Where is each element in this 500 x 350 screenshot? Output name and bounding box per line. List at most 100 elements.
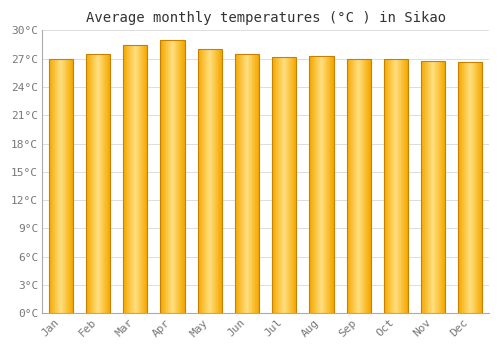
Bar — [256, 54, 258, 313]
Bar — [442, 61, 444, 313]
Bar — [476, 62, 477, 313]
Bar — [272, 57, 296, 313]
Bar — [472, 62, 473, 313]
Bar — [89, 54, 90, 313]
Bar — [199, 49, 200, 313]
Bar — [219, 49, 220, 313]
Bar — [347, 59, 348, 313]
Bar — [351, 59, 352, 313]
Bar — [200, 49, 201, 313]
Bar — [91, 54, 92, 313]
Bar — [87, 54, 88, 313]
Bar — [441, 61, 442, 313]
Bar — [134, 44, 136, 313]
Bar — [440, 61, 441, 313]
Bar — [422, 61, 423, 313]
Bar — [88, 54, 89, 313]
Bar — [62, 59, 64, 313]
Bar — [251, 54, 252, 313]
Bar — [162, 40, 163, 313]
Bar — [421, 61, 445, 313]
Title: Average monthly temperatures (°C ) in Sikao: Average monthly temperatures (°C ) in Si… — [86, 11, 446, 25]
Bar — [67, 59, 68, 313]
Bar — [220, 49, 222, 313]
Bar — [210, 49, 211, 313]
Bar — [331, 56, 332, 313]
Bar — [142, 44, 144, 313]
Bar — [435, 61, 436, 313]
Bar — [364, 59, 366, 313]
Bar — [203, 49, 204, 313]
Bar — [102, 54, 103, 313]
Bar — [247, 54, 248, 313]
Bar — [179, 40, 180, 313]
Bar — [444, 61, 445, 313]
Bar — [217, 49, 218, 313]
Bar — [105, 54, 106, 313]
Bar — [348, 59, 349, 313]
Bar — [136, 44, 137, 313]
Bar — [109, 54, 110, 313]
Bar — [355, 59, 356, 313]
Bar — [235, 54, 259, 313]
Bar — [166, 40, 167, 313]
Bar — [295, 57, 296, 313]
Bar — [106, 54, 108, 313]
Bar — [472, 62, 474, 313]
Bar — [359, 59, 360, 313]
Bar — [442, 61, 443, 313]
Bar — [395, 59, 396, 313]
Bar — [346, 59, 347, 313]
Bar — [358, 59, 360, 313]
Bar — [478, 62, 479, 313]
Bar — [92, 54, 94, 313]
Bar — [254, 54, 255, 313]
Bar — [289, 57, 290, 313]
Bar — [284, 57, 285, 313]
Bar — [357, 59, 358, 313]
Bar — [100, 54, 101, 313]
Bar — [366, 59, 367, 313]
Bar — [349, 59, 350, 313]
Bar — [390, 59, 391, 313]
Bar — [202, 49, 203, 313]
Bar — [206, 49, 207, 313]
Bar — [434, 61, 435, 313]
Bar — [326, 56, 327, 313]
Bar — [475, 62, 476, 313]
Bar — [394, 59, 396, 313]
Bar — [290, 57, 291, 313]
Bar — [463, 62, 464, 313]
Bar — [55, 59, 56, 313]
Bar — [242, 54, 243, 313]
Bar — [164, 40, 165, 313]
Bar — [325, 56, 326, 313]
Bar — [465, 62, 466, 313]
Bar — [94, 54, 95, 313]
Bar — [481, 62, 482, 313]
Bar — [426, 61, 427, 313]
Bar — [320, 56, 321, 313]
Bar — [170, 40, 171, 313]
Bar — [403, 59, 404, 313]
Bar — [238, 54, 239, 313]
Bar — [60, 59, 61, 313]
Bar — [183, 40, 184, 313]
Bar — [70, 59, 71, 313]
Bar — [315, 56, 316, 313]
Bar — [239, 54, 240, 313]
Bar — [209, 49, 210, 313]
Bar — [282, 57, 283, 313]
Bar — [64, 59, 65, 313]
Bar — [54, 59, 55, 313]
Bar — [178, 40, 180, 313]
Bar — [368, 59, 369, 313]
Bar — [108, 54, 109, 313]
Bar — [391, 59, 392, 313]
Bar — [398, 59, 399, 313]
Bar — [393, 59, 394, 313]
Bar — [140, 44, 141, 313]
Bar — [327, 56, 328, 313]
Bar — [72, 59, 73, 313]
Bar — [134, 44, 135, 313]
